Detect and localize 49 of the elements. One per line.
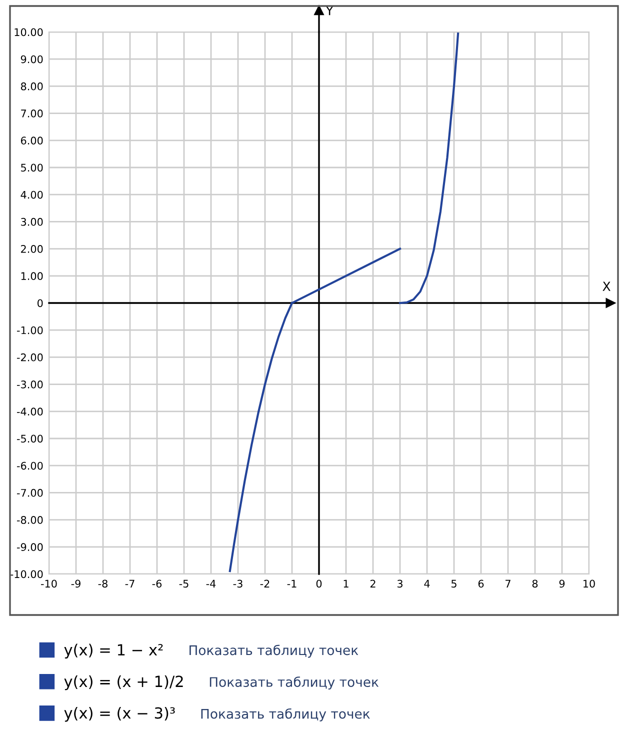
y-tick-label: 0 <box>38 299 43 308</box>
x-tick-label: 0 <box>316 580 322 588</box>
y-tick-label: -9.00 <box>17 543 43 552</box>
x-tick-label: 5 <box>451 580 456 588</box>
x-axis-title: X <box>602 282 610 291</box>
legend-label: y(x) = (x − 3)³ <box>64 706 175 722</box>
y-tick-label: 2.00 <box>21 245 43 253</box>
y-tick-label: 7.00 <box>21 110 43 118</box>
x-tick-label: 8 <box>532 580 538 588</box>
x-tick-label: -2 <box>260 580 270 588</box>
y-tick-label: -7.00 <box>17 488 43 497</box>
y-tick-label: 3.00 <box>21 218 43 226</box>
text: Показать таблицу точек <box>201 708 370 722</box>
y-tick-label: -1.00 <box>17 326 43 334</box>
x-tick-label: 2 <box>370 580 376 588</box>
y-tick-label: 5.00 <box>21 164 43 172</box>
y-tick-label: -4.00 <box>17 408 43 416</box>
x-tick-label: 9 <box>559 580 565 588</box>
x-tick-label: 7 <box>506 580 510 588</box>
x-tick-label: 6 <box>478 580 484 588</box>
x-tick-label: -6 <box>152 580 162 588</box>
x-tick-label: 1 <box>344 580 348 588</box>
y-tick-label: -10.00 <box>10 570 43 578</box>
y-tick-label: -8.00 <box>17 516 43 524</box>
text: Показать таблицу точек <box>190 644 358 658</box>
y-tick-label: -2.00 <box>17 353 43 362</box>
x-tick-label: 10 <box>584 580 595 588</box>
legend-label: y(x) = (x + 1)/2 <box>64 675 183 690</box>
x-tick-label: -1 <box>287 580 296 588</box>
x-tick-label: -9 <box>71 580 80 588</box>
y-tick-label: 1.00 <box>21 272 43 280</box>
y-tick-label: -6.00 <box>17 462 43 470</box>
x-tick-label: -10 <box>41 580 57 588</box>
y-tick-label: -5.00 <box>17 434 43 443</box>
y-tick-label: 10.00 <box>14 28 43 36</box>
y-tick-label: -3.00 <box>17 380 43 388</box>
y-tick-label: 8.00 <box>20 82 43 90</box>
text: Показать таблицу точек <box>210 676 379 690</box>
x-tick-label: -4 <box>206 580 216 588</box>
legend-label: y(x) = 1 − x² <box>64 644 163 659</box>
x-tick-label: -3 <box>233 580 242 588</box>
y-tick-label: 4.00 <box>20 190 43 199</box>
x-tick-label: -8 <box>98 580 108 588</box>
x-tick-label: 3 <box>397 580 402 588</box>
x-tick-label: -5 <box>179 580 188 588</box>
y-tick-label: 6.00 <box>20 136 43 145</box>
x-tick-label: -7 <box>125 580 134 588</box>
x-tick-label: 4 <box>424 580 430 588</box>
y-tick-label: 9.00 <box>20 55 43 64</box>
